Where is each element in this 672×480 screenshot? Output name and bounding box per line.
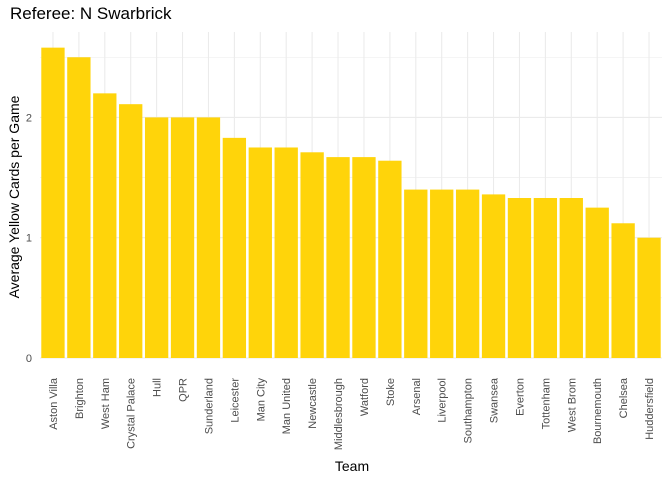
x-tick-label: Sunderland	[203, 378, 215, 434]
bar-west-ham	[93, 93, 117, 358]
bar-middlesbrough	[326, 157, 350, 358]
bar-man-united	[274, 147, 298, 358]
bar-southampton	[455, 189, 480, 358]
bar-swansea	[481, 194, 506, 358]
bar-hull	[144, 117, 169, 358]
x-tick-label: Chelsea	[618, 377, 630, 418]
x-tick-label: Liverpool	[437, 378, 449, 423]
x-tick-label: Stoke	[385, 378, 397, 406]
bar-man-city	[248, 147, 272, 358]
y-tick-label: 0	[26, 353, 32, 365]
x-tick-label: Hull	[152, 378, 164, 397]
chart-title: Referee: N Swarbrick	[10, 4, 172, 23]
x-tick-label: QPR	[178, 378, 190, 402]
x-tick-label: Arsenal	[411, 378, 423, 415]
bars	[41, 47, 661, 359]
x-tick-label: Everton	[514, 378, 526, 416]
y-tick-labels: 0 1 2	[26, 112, 32, 365]
x-tick-label: Aston Villa	[48, 377, 60, 430]
bar-chelsea	[611, 223, 635, 358]
bar-west-brom	[559, 198, 583, 358]
bar-liverpool	[430, 189, 454, 358]
x-tick-label: Southampton	[463, 378, 475, 443]
bar-watford	[352, 157, 376, 358]
bar-crystal-palace	[119, 104, 143, 358]
x-tick-label: Brighton	[74, 378, 86, 419]
bar-leicester	[222, 137, 247, 358]
x-tick-label: West Ham	[100, 378, 112, 429]
bar-newcastle	[300, 152, 324, 358]
x-tick-label: Huddersfield	[644, 378, 656, 440]
x-axis-title: Team	[335, 458, 369, 474]
y-tick-label: 1	[26, 233, 32, 245]
bar-aston-villa	[41, 47, 65, 359]
bar-huddersfield	[637, 237, 661, 358]
bar-everton	[507, 198, 532, 358]
bar-arsenal	[404, 189, 428, 358]
x-tick-label: Newcastle	[307, 378, 319, 429]
y-tick-label: 2	[26, 112, 32, 124]
x-tick-label: West Brom	[566, 378, 578, 432]
x-tick-label: Watford	[359, 378, 371, 416]
bar-tottenham	[533, 198, 558, 358]
bar-qpr	[170, 117, 195, 358]
bar-brighton	[67, 57, 91, 358]
x-tick-label: Middlesbrough	[333, 378, 345, 450]
x-tick-label: Bournemouth	[592, 378, 604, 444]
x-tick-label: Tottenham	[540, 378, 552, 429]
x-tick-label: Crystal Palace	[126, 378, 138, 449]
x-tick-label: Swansea	[489, 377, 501, 423]
y-axis-title: Average Yellow Cards per Game	[6, 95, 22, 298]
x-tick-label: Man City	[255, 378, 267, 422]
x-tick-label: Man United	[281, 378, 293, 434]
bar-bournemouth	[585, 207, 609, 358]
bar-sunderland	[196, 117, 221, 358]
x-tick-label: Leicester	[229, 378, 241, 423]
bar-stoke	[378, 160, 402, 358]
x-tick-labels: Aston Villa Brighton West Ham Crystal Palac…	[48, 377, 656, 450]
